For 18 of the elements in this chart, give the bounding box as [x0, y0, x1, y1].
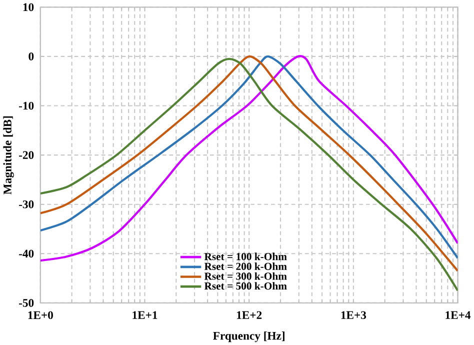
legend-label: Rset = 200 k-Ohm [204, 262, 287, 270]
x-tick-label: 1E+0 [28, 311, 53, 319]
x-tick-label: 1E+3 [341, 311, 366, 319]
x-tick-label: 1E+1 [132, 311, 158, 319]
legend-label: Rset = 300 k-Ohm [204, 272, 287, 280]
y-tick-label: -10 [19, 102, 34, 110]
y-axis-title: Magnitude [dB] [3, 116, 14, 194]
x-axis-title: Frquency [Hz] [213, 331, 284, 342]
y-tick-label: -30 [19, 200, 34, 208]
y-tick-label: -20 [19, 150, 34, 159]
y-tick-label: 10 [23, 3, 34, 11]
y-tick-label: -50 [19, 298, 34, 307]
x-tick-label: 1E+2 [237, 311, 262, 319]
x-tick-label: 1E+4 [446, 311, 471, 319]
legend-label: Rset = 100 k-Ohm [204, 252, 287, 260]
legend-label: Rset = 500 k-Ohm [204, 282, 287, 290]
y-tick-label: 0 [28, 52, 34, 60]
y-tick-label: -40 [19, 250, 34, 258]
